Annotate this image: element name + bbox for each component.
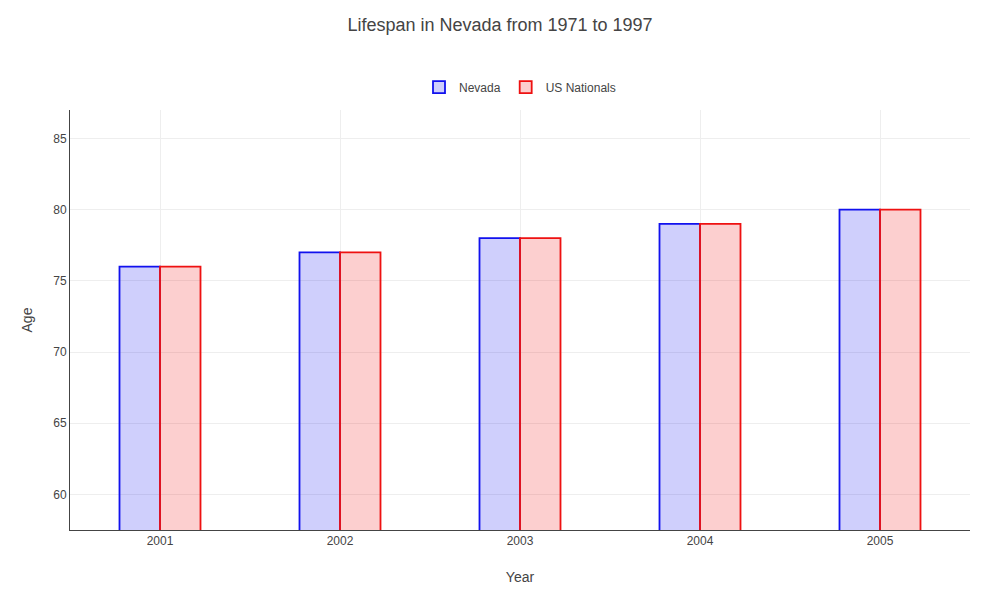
svg-text:Lifespan in Nevada from 1971 t: Lifespan in Nevada from 1971 to 1997 — [347, 15, 652, 35]
svg-text:Year: Year — [506, 569, 535, 585]
svg-text:85: 85 — [53, 132, 67, 146]
svg-text:70: 70 — [53, 345, 67, 359]
svg-text:65: 65 — [53, 416, 67, 430]
svg-text:US Nationals: US Nationals — [546, 81, 616, 95]
svg-text:2004: 2004 — [687, 534, 714, 548]
svg-text:80: 80 — [53, 203, 67, 217]
svg-text:2002: 2002 — [327, 534, 354, 548]
svg-text:Age: Age — [19, 307, 35, 332]
svg-text:60: 60 — [53, 488, 67, 502]
svg-text:Nevada: Nevada — [459, 81, 501, 95]
svg-text:2003: 2003 — [507, 534, 534, 548]
svg-text:75: 75 — [53, 274, 67, 288]
svg-text:2005: 2005 — [867, 534, 894, 548]
svg-text:2001: 2001 — [147, 534, 174, 548]
